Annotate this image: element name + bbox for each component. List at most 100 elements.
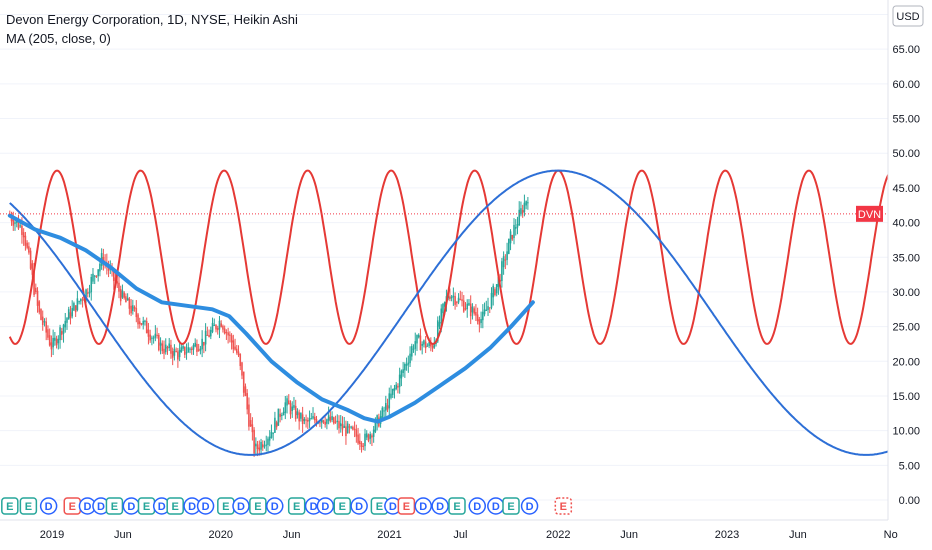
currency-badge[interactable] [892,5,924,27]
price-tick-label: 30.00 [892,287,920,299]
event-marker-letter: E [339,501,346,513]
event-marker-letter: D [526,501,534,513]
earnings-marker[interactable]: E [287,497,306,515]
candle-body [130,305,132,314]
candle-body [322,420,325,423]
candle-body [123,292,125,298]
earnings-marker[interactable]: E [502,497,520,515]
candle-body [405,363,408,366]
dividend-marker[interactable]: D [520,497,539,515]
earnings-marker[interactable]: E [249,497,267,515]
dividend-marker[interactable]: D [78,497,97,515]
event-marker-letter: D [97,501,105,513]
event-marker-letter: D [310,501,318,513]
symbol-title[interactable]: Devon Energy Corporation, 1D, NYSE, Heik… [6,12,298,27]
candle-body [518,209,521,226]
earnings-marker[interactable]: E [217,497,235,515]
candle-body [81,299,84,301]
candle-body [383,410,385,412]
candle-body [409,353,411,364]
event-marker-letter: E [293,501,300,513]
earnings-marker[interactable]: E [554,497,573,515]
candle-body [482,311,484,321]
price-tick-label: 60.00 [892,79,920,91]
candle-body [338,421,340,429]
candle-body [450,296,453,299]
earnings-marker[interactable]: E [397,497,416,515]
earnings-marker-box [19,497,38,515]
candle-body [417,334,420,338]
price-tick-label: 55.00 [892,114,920,126]
candle-body [298,412,300,422]
price-tick-label: 10.00 [892,426,920,438]
candle-body [229,334,231,336]
dividend-marker[interactable]: D [196,497,215,515]
earnings-marker[interactable]: E [333,497,351,515]
candle-body [97,269,99,277]
candle-body [372,429,375,437]
candle-body [261,444,264,448]
candle-body [281,414,283,416]
candle-body [248,404,250,427]
candle-body [12,219,15,226]
earnings-marker-box [502,497,520,515]
candle-body [128,298,131,309]
candle-body [60,331,63,335]
candle-body [424,341,427,349]
candle-body [246,393,248,410]
dividend-marker[interactable]: D [487,497,505,515]
candle-body [511,234,514,240]
earnings-marker[interactable]: E [166,497,184,515]
candle-body [300,412,302,419]
indicator-title[interactable]: MA (205, close, 0) [6,31,111,46]
candle-body [348,426,351,428]
dividend-marker-circle [520,497,539,515]
event-marker-letter: E [111,501,118,513]
ma-205-line [7,213,535,424]
earnings-marker[interactable]: E [63,497,81,515]
earnings-marker[interactable]: E [137,497,156,515]
price-axis[interactable]: 0.00 5.00 10.00 15.00 20.00 25.00 30.00 35.00 40… [887,0,932,550]
dividend-marker[interactable]: D [122,497,141,515]
earnings-marker[interactable]: E [370,497,389,515]
dividend-marker[interactable]: D [232,497,250,515]
dividend-marker[interactable]: D [414,497,432,515]
dividend-marker[interactable]: D [350,497,368,515]
earnings-marker-box [448,497,466,515]
candle-body [339,423,342,427]
dividend-marker[interactable]: D [304,497,323,515]
time-axis-bg [0,520,888,550]
candle-body [213,324,216,326]
candle-body [144,320,146,322]
price-tick-label: 5.00 [899,460,920,472]
candle-body [459,299,462,301]
candle-body [410,346,413,357]
candle-body [364,433,366,447]
dividend-marker[interactable]: D [39,497,58,515]
time-tick-label: 2020 [209,529,233,541]
earnings-marker[interactable]: E [448,497,466,515]
event-marker-letter: D [321,501,329,513]
candle-body [21,225,23,235]
candle-body [495,284,498,294]
earnings-marker[interactable]: E [1,497,19,515]
earnings-marker[interactable]: E [19,497,38,515]
candle-body [428,342,430,346]
candle-body [350,426,352,428]
candle-body [388,393,391,409]
candle-body [227,332,229,336]
candle-body [119,289,122,302]
dividend-marker[interactable]: D [431,497,449,515]
dividend-marker[interactable]: D [266,497,284,515]
dividend-marker[interactable]: D [316,497,335,515]
time-axis[interactable]: 2019 Jun 2020 Jun 2021 Jul 2022 Jun 2023 Jun No [0,519,898,550]
candle-body [282,411,285,416]
candle-body [201,338,203,350]
candle-body [126,297,129,301]
dividend-marker[interactable]: D [468,497,486,515]
candle-body [241,362,243,376]
candle-body [473,308,475,314]
earnings-marker[interactable]: E [105,497,124,515]
candle-body [99,263,101,272]
